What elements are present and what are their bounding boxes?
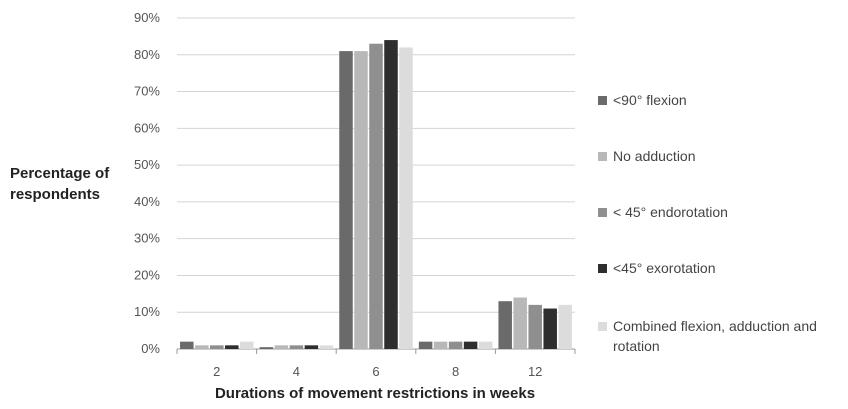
bar bbox=[513, 297, 527, 349]
y-axis-label: Percentage of respondents bbox=[10, 165, 110, 203]
bar bbox=[433, 341, 448, 349]
legend-label: < 45° endorotation bbox=[613, 204, 728, 220]
y-tick-label: 60% bbox=[134, 120, 160, 135]
bar bbox=[274, 345, 289, 349]
bar bbox=[418, 341, 433, 349]
bar bbox=[543, 308, 557, 349]
legend-item: No adduction bbox=[598, 146, 845, 166]
legend-item: <90° flexion bbox=[598, 90, 845, 110]
x-tick-label: 12 bbox=[528, 364, 542, 379]
x-tick-label: 8 bbox=[452, 364, 459, 379]
bar bbox=[448, 341, 463, 349]
x-axis-label: Durations of movement restrictions in we… bbox=[214, 385, 536, 402]
legend-label: Combined flexion, adduction and rotation bbox=[613, 318, 817, 354]
bar bbox=[289, 345, 304, 349]
x-axis-ticks: 2 4 6 8 12 bbox=[176, 349, 576, 379]
legend-swatch bbox=[598, 96, 607, 105]
bars bbox=[180, 40, 572, 350]
bar bbox=[558, 304, 572, 349]
y-tick-label: 10% bbox=[134, 304, 160, 319]
y-tick-label: 30% bbox=[134, 231, 160, 246]
bar bbox=[304, 345, 319, 349]
legend-label: <90° flexion bbox=[613, 92, 687, 108]
bar bbox=[225, 345, 239, 349]
bar bbox=[369, 43, 383, 349]
bar bbox=[478, 341, 493, 349]
bar bbox=[195, 345, 209, 349]
x-tick-label: 2 bbox=[213, 364, 220, 379]
x-tick-label: 6 bbox=[372, 364, 379, 379]
y-tick-label: 20% bbox=[134, 267, 160, 282]
legend-swatch bbox=[598, 208, 607, 217]
y-tick-label: 70% bbox=[134, 84, 160, 99]
y-tick-label: 40% bbox=[134, 194, 160, 209]
bar bbox=[354, 51, 368, 349]
x-tick-label: 4 bbox=[293, 364, 300, 379]
legend-label: <45° exorotation bbox=[613, 260, 716, 276]
bar bbox=[240, 341, 254, 349]
legend-item: <45° exorotation bbox=[598, 258, 845, 278]
bar bbox=[498, 301, 512, 349]
bar bbox=[528, 304, 542, 349]
legend-swatch bbox=[598, 264, 607, 273]
y-tick-label: 0% bbox=[141, 341, 160, 356]
bar bbox=[259, 347, 274, 349]
y-tick-label: 90% bbox=[134, 10, 160, 25]
bar bbox=[210, 345, 224, 349]
bar bbox=[463, 341, 478, 349]
y-tick-label: 50% bbox=[134, 157, 160, 172]
bar bbox=[399, 47, 413, 350]
bar bbox=[384, 40, 398, 350]
bar bbox=[339, 51, 353, 349]
legend-item: Combined flexion, adduction and rotation bbox=[598, 316, 845, 356]
bar bbox=[180, 341, 194, 349]
legend-item: < 45° endorotation bbox=[598, 202, 845, 222]
legend-label: No adduction bbox=[613, 148, 696, 164]
legend-swatch bbox=[598, 152, 607, 161]
legend-swatch bbox=[598, 322, 607, 331]
bar bbox=[319, 345, 334, 349]
y-axis-ticks: 0% 10% 20% 30% 40% 50% 60% 70% 80% 90% bbox=[134, 10, 160, 356]
y-tick-label: 80% bbox=[134, 47, 160, 62]
